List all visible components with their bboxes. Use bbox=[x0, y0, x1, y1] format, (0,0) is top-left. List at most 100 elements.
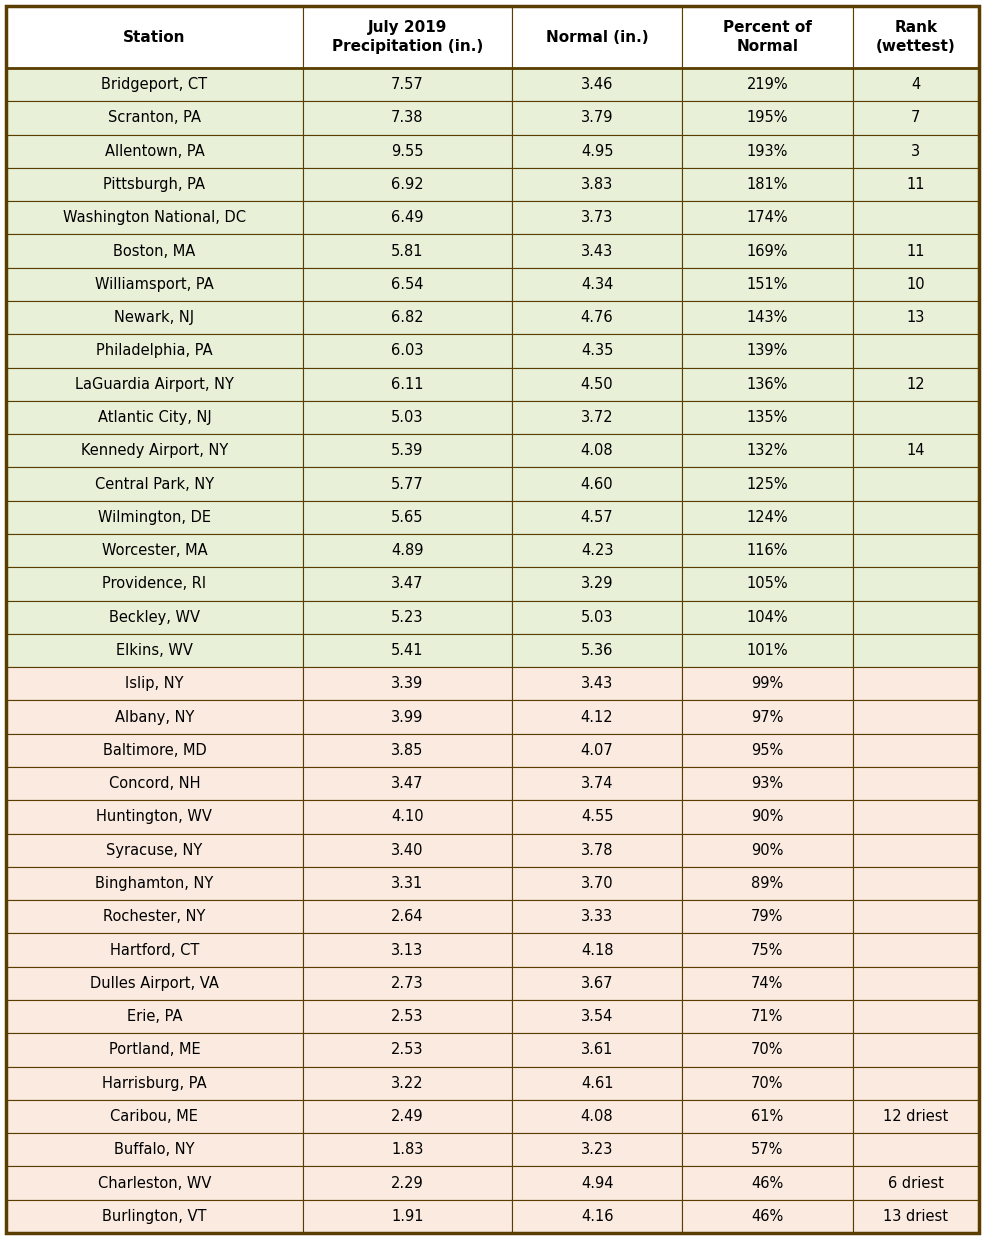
Text: 93%: 93% bbox=[752, 776, 783, 792]
Bar bbox=[512, 966, 683, 1000]
Text: Bridgeport, CT: Bridgeport, CT bbox=[101, 77, 208, 92]
Text: 3.99: 3.99 bbox=[391, 710, 424, 725]
Bar bbox=[683, 201, 852, 234]
Text: Newark, NJ: Newark, NJ bbox=[114, 310, 194, 325]
Text: 3.13: 3.13 bbox=[391, 943, 424, 958]
Text: Wilmington, DE: Wilmington, DE bbox=[98, 510, 211, 525]
Text: 3.43: 3.43 bbox=[581, 676, 614, 691]
Text: 151%: 151% bbox=[747, 276, 788, 292]
Bar bbox=[6, 368, 302, 401]
Bar bbox=[852, 867, 979, 901]
Text: Boston, MA: Boston, MA bbox=[113, 244, 195, 259]
Bar bbox=[683, 733, 852, 767]
Bar bbox=[6, 135, 302, 167]
Bar bbox=[6, 501, 302, 534]
Text: 4.60: 4.60 bbox=[581, 477, 614, 492]
Bar bbox=[302, 467, 512, 501]
Text: 4.08: 4.08 bbox=[581, 1109, 614, 1124]
Text: 57%: 57% bbox=[752, 1142, 783, 1157]
Text: 3.31: 3.31 bbox=[391, 876, 424, 891]
Text: 3.85: 3.85 bbox=[391, 743, 424, 758]
Text: 6.54: 6.54 bbox=[391, 276, 424, 292]
Text: Pittsburgh, PA: Pittsburgh, PA bbox=[103, 177, 206, 192]
Bar bbox=[683, 234, 852, 268]
Text: Williamsport, PA: Williamsport, PA bbox=[95, 276, 214, 292]
Text: 2.29: 2.29 bbox=[391, 1176, 424, 1191]
Bar bbox=[852, 667, 979, 700]
Bar bbox=[302, 867, 512, 901]
Text: 174%: 174% bbox=[747, 211, 788, 225]
Bar bbox=[683, 1033, 852, 1067]
Bar bbox=[512, 102, 683, 135]
Text: 6 driest: 6 driest bbox=[887, 1176, 944, 1191]
Text: Allentown, PA: Allentown, PA bbox=[104, 144, 204, 159]
Bar bbox=[302, 368, 512, 401]
Text: 3.47: 3.47 bbox=[391, 576, 424, 591]
Text: Washington National, DC: Washington National, DC bbox=[63, 211, 246, 225]
Bar bbox=[683, 567, 852, 601]
Bar bbox=[302, 335, 512, 368]
Text: 79%: 79% bbox=[752, 909, 783, 924]
Bar bbox=[6, 733, 302, 767]
Bar bbox=[852, 767, 979, 800]
Text: 132%: 132% bbox=[747, 444, 788, 458]
Bar bbox=[852, 135, 979, 167]
Bar bbox=[852, 1000, 979, 1033]
Text: 9.55: 9.55 bbox=[391, 144, 424, 159]
Bar bbox=[512, 800, 683, 834]
Text: 3.74: 3.74 bbox=[581, 776, 614, 792]
Text: 7.38: 7.38 bbox=[391, 110, 424, 125]
Bar bbox=[6, 667, 302, 700]
Text: 3.33: 3.33 bbox=[581, 909, 613, 924]
Text: 71%: 71% bbox=[752, 1009, 783, 1025]
Text: 125%: 125% bbox=[747, 477, 788, 492]
Bar bbox=[683, 335, 852, 368]
Text: LaGuardia Airport, NY: LaGuardia Airport, NY bbox=[75, 377, 233, 392]
Text: 4.12: 4.12 bbox=[581, 710, 614, 725]
Text: 4.35: 4.35 bbox=[581, 343, 614, 358]
Bar bbox=[512, 335, 683, 368]
Bar bbox=[302, 966, 512, 1000]
Bar bbox=[302, 1100, 512, 1134]
Text: 6.49: 6.49 bbox=[391, 211, 424, 225]
Bar bbox=[852, 501, 979, 534]
Text: 4.76: 4.76 bbox=[581, 310, 614, 325]
Bar bbox=[302, 234, 512, 268]
Bar bbox=[302, 700, 512, 733]
Text: Albany, NY: Albany, NY bbox=[114, 710, 194, 725]
Bar bbox=[6, 767, 302, 800]
Text: 3.46: 3.46 bbox=[581, 77, 614, 92]
Text: Binghamton, NY: Binghamton, NY bbox=[96, 876, 214, 891]
Bar bbox=[302, 534, 512, 567]
Text: 3.72: 3.72 bbox=[581, 410, 614, 425]
Text: 6.82: 6.82 bbox=[391, 310, 424, 325]
Bar bbox=[6, 1166, 302, 1199]
Text: Charleston, WV: Charleston, WV bbox=[98, 1176, 211, 1191]
Bar bbox=[683, 767, 852, 800]
Text: 13 driest: 13 driest bbox=[884, 1209, 949, 1224]
Bar bbox=[683, 1067, 852, 1100]
Text: 3.83: 3.83 bbox=[581, 177, 614, 192]
Bar bbox=[302, 567, 512, 601]
Bar bbox=[852, 733, 979, 767]
Text: Percent of
Normal: Percent of Normal bbox=[723, 20, 812, 53]
Bar bbox=[6, 401, 302, 434]
Bar bbox=[852, 634, 979, 667]
Bar bbox=[512, 167, 683, 201]
Bar bbox=[6, 534, 302, 567]
Text: 5.23: 5.23 bbox=[391, 610, 424, 624]
Bar bbox=[512, 933, 683, 966]
Bar bbox=[302, 268, 512, 301]
Text: Islip, NY: Islip, NY bbox=[125, 676, 183, 691]
Bar bbox=[512, 567, 683, 601]
Text: 12: 12 bbox=[906, 377, 925, 392]
Text: 4.55: 4.55 bbox=[581, 809, 614, 824]
Text: Kennedy Airport, NY: Kennedy Airport, NY bbox=[81, 444, 228, 458]
Text: Concord, NH: Concord, NH bbox=[108, 776, 200, 792]
Bar bbox=[512, 667, 683, 700]
Text: 90%: 90% bbox=[752, 809, 783, 824]
Bar bbox=[683, 800, 852, 834]
Bar bbox=[6, 102, 302, 135]
Text: 70%: 70% bbox=[752, 1075, 784, 1090]
Bar bbox=[6, 601, 302, 634]
